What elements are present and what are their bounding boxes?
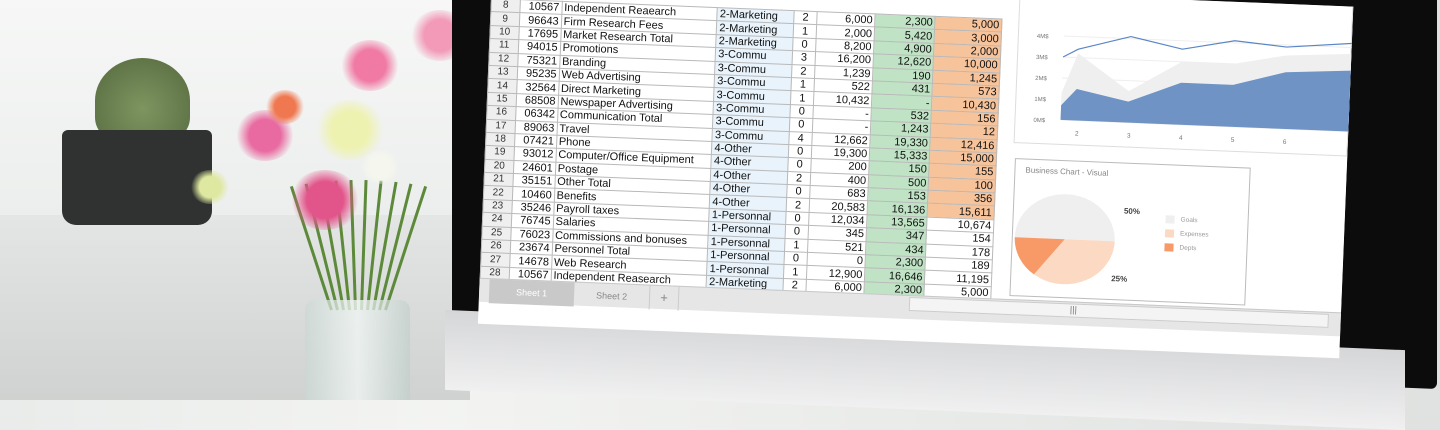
legend-item: Expenses (1164, 229, 1209, 239)
add-sheet-button[interactable]: + (648, 285, 680, 311)
cell-n[interactable]: 14 (487, 78, 518, 94)
plant-pot (62, 130, 212, 225)
cell-c[interactable]: 1 (791, 77, 815, 92)
x-tick-label: 6 (1283, 139, 1287, 146)
cell-c[interactable]: 0 (785, 224, 809, 240)
legend-label: Depts (1179, 244, 1197, 253)
cell-n[interactable]: 15 (487, 92, 517, 107)
cell-c[interactable]: 1 (784, 238, 809, 253)
flower (265, 90, 305, 124)
cell-c[interactable]: 0 (785, 211, 810, 226)
chart-panel: 0M$ 1M$ 2M$ 3M$ 4M$ 2 3 4 5 6 Business Chart - Vi… (999, 0, 1354, 313)
cactus-plant (95, 58, 190, 143)
cell-n[interactable]: 10 (489, 25, 520, 40)
cell-c[interactable]: 0 (786, 184, 811, 199)
legend-label: Expenses (1179, 230, 1209, 239)
cell-n[interactable]: 21 (483, 172, 514, 187)
cell-n[interactable]: 23 (482, 199, 513, 214)
cell-n[interactable]: 24 (482, 212, 512, 228)
legend-item: Goals (1165, 215, 1198, 225)
legend-swatch (1164, 229, 1175, 238)
flower (290, 170, 360, 230)
flower (340, 40, 400, 91)
spreadsheet-table: 8 10567 Independent Reaearch 2-Marketing 2 6,… (479, 0, 1003, 314)
glass-vase (305, 300, 410, 400)
cell-n[interactable]: 18 (485, 132, 516, 147)
scroll-grip[interactable]: ||| (1069, 304, 1078, 315)
pie-data-label: 50% (1124, 207, 1140, 217)
cell-n[interactable]: 13 (488, 65, 518, 80)
cell-c[interactable]: 0 (792, 37, 817, 52)
cell-c[interactable]: 4 (789, 131, 813, 146)
series-area (1060, 70, 1352, 132)
y-tick-label: 2M$ (1035, 76, 1048, 82)
cell-n[interactable]: 20 (484, 159, 515, 174)
cell-c[interactable]: 0 (784, 251, 808, 266)
cell-c[interactable]: 3 (792, 50, 816, 66)
cell-n[interactable]: 17 (486, 118, 516, 134)
flower (360, 150, 400, 184)
cell-c[interactable]: 1 (793, 24, 817, 39)
cell-n[interactable]: 22 (483, 185, 513, 201)
cell-c[interactable]: 1 (790, 90, 815, 106)
cell-c[interactable]: 2 (793, 10, 818, 25)
cell-c[interactable]: 0 (789, 117, 813, 133)
legend-swatch (1165, 215, 1175, 224)
tab-sheet-2[interactable]: Sheet 2 (595, 290, 628, 302)
tab-sheet-1[interactable]: Sheet 1 (488, 279, 575, 307)
legend-label: Goals (1180, 216, 1198, 225)
area-chart[interactable]: 0M$ 1M$ 2M$ 3M$ 4M$ 2 3 4 5 6 (1013, 0, 1354, 157)
x-tick-label: 5 (1231, 137, 1235, 144)
x-tick-label: 3 (1127, 133, 1131, 140)
cell-c[interactable]: 1 (783, 264, 808, 280)
spreadsheet-screen: 8 10567 Independent Reaearch 2-Marketing 2 6,… (477, 0, 1354, 359)
flower (190, 170, 230, 204)
y-tick-label: 1M$ (1034, 97, 1047, 103)
pie-slice-goals[interactable] (1014, 192, 1117, 242)
x-tick-label: 4 (1179, 135, 1183, 142)
pie-slice-depts[interactable] (1013, 237, 1065, 275)
series-line (1062, 35, 1353, 58)
legend-item: Depts (1164, 243, 1197, 253)
legend-swatch (1164, 243, 1174, 252)
cell-n[interactable]: 19 (484, 145, 515, 161)
cell-n[interactable]: 11 (489, 38, 519, 54)
cell-n[interactable]: 27 (480, 252, 511, 268)
cell-c[interactable]: 2 (791, 64, 816, 79)
flower (315, 100, 385, 160)
pie-chart[interactable]: Business Chart - Visual 50% 25% Goals Expe… (1009, 158, 1251, 306)
x-tick-label: 2 (1075, 131, 1079, 138)
cell-c[interactable]: 0 (790, 104, 814, 119)
y-tick-label: 4M$ (1037, 34, 1050, 40)
cell-n[interactable]: 12 (488, 52, 519, 67)
cell-c[interactable]: 2 (787, 171, 811, 186)
cell-c[interactable]: 0 (787, 157, 812, 173)
y-tick-label: 0M$ (1033, 118, 1046, 124)
cell-n[interactable]: 26 (481, 239, 511, 254)
pie-slice-expenses[interactable] (1033, 238, 1115, 286)
cell-n[interactable]: 25 (481, 225, 512, 241)
cell-n[interactable]: 9 (490, 11, 520, 27)
pie-data-label: 25% (1111, 274, 1127, 284)
cell-c[interactable]: 0 (788, 144, 812, 159)
cell-n[interactable]: 16 (486, 105, 517, 121)
y-tick-label: 3M$ (1036, 55, 1049, 61)
cell-c[interactable]: 2 (786, 197, 810, 213)
